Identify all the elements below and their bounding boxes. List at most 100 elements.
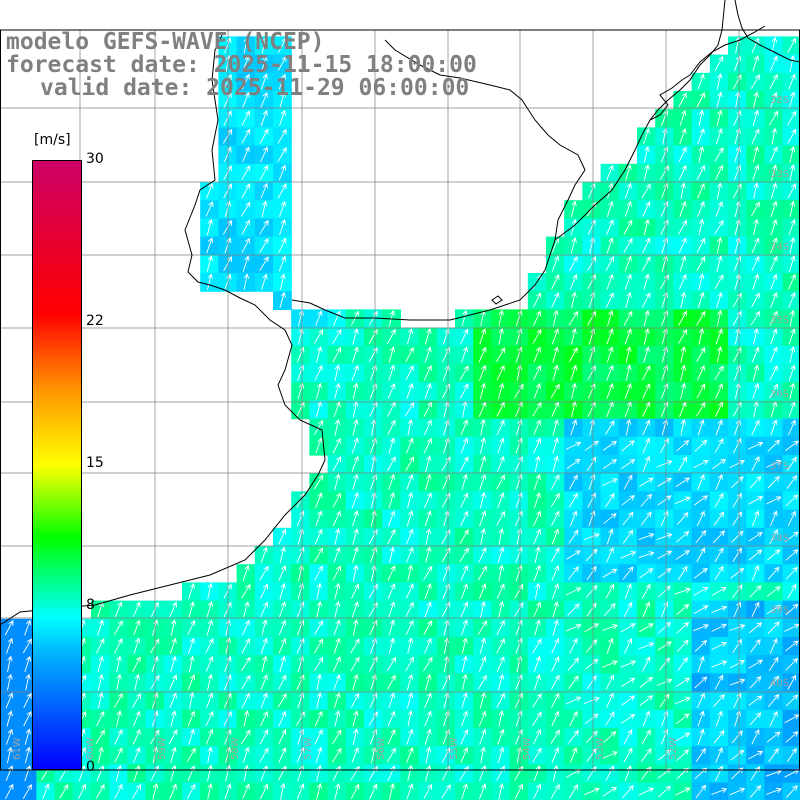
wind-arrow <box>460 710 469 727</box>
wind-arrow <box>789 200 796 218</box>
wind-arrow <box>332 565 341 581</box>
wind-arrow <box>22 638 32 654</box>
wind-arrow <box>607 309 614 327</box>
wind-arrow <box>568 529 579 544</box>
wind-arrow <box>570 236 577 254</box>
wind-arrow <box>223 165 232 181</box>
wind-arrow <box>550 674 560 690</box>
wind-arrow <box>260 710 269 727</box>
wind-arrow <box>496 638 505 654</box>
wind-arrow <box>497 746 505 764</box>
wind-arrow <box>567 657 579 671</box>
wind-arrow <box>388 510 396 527</box>
wind-arrow <box>713 511 725 526</box>
wind-arrow <box>497 673 505 691</box>
wind-arrow <box>260 674 268 691</box>
wind-arrow <box>622 784 634 798</box>
wind-arrow <box>641 729 651 745</box>
wind-arrow <box>532 401 542 417</box>
wind-arrow <box>642 437 651 454</box>
wind-arrow <box>388 346 396 363</box>
wind-arrow <box>278 164 287 181</box>
wind-arrow <box>479 692 486 709</box>
wind-arrow <box>405 365 414 381</box>
wind-arrow <box>352 328 359 345</box>
wind-arrow <box>622 566 634 580</box>
wind-arrow <box>497 546 505 563</box>
wind-arrow <box>314 547 324 563</box>
wind-arrow <box>207 746 213 764</box>
island <box>491 295 503 305</box>
wind-arrow <box>423 656 433 672</box>
wind-arrow <box>551 510 560 527</box>
wind-arrow <box>532 328 542 344</box>
wind-arrow <box>620 713 636 724</box>
wind-arrow <box>223 256 232 272</box>
wind-arrow <box>713 693 725 707</box>
wind-arrow <box>350 783 360 799</box>
wind-arrow <box>623 601 633 618</box>
wind-arrow <box>423 365 432 381</box>
wind-arrow <box>752 109 760 127</box>
wind-arrow <box>606 328 614 345</box>
wind-arrow <box>97 619 104 636</box>
wind-arrow <box>461 692 468 709</box>
wind-arrow <box>570 419 578 436</box>
wind-arrow <box>642 237 651 254</box>
wind-arrow <box>406 728 414 745</box>
wind-arrow <box>753 327 759 345</box>
wind-arrow <box>550 547 560 563</box>
latitude-label: 35S <box>770 315 789 326</box>
wind-arrow <box>603 513 617 525</box>
longitude-label: 58W <box>230 737 241 760</box>
wind-arrow <box>461 637 468 655</box>
wind-arrow <box>406 382 414 399</box>
wind-arrow <box>387 528 396 545</box>
wind-arrow <box>621 440 635 452</box>
wind-arrow <box>352 728 359 745</box>
wind-arrow <box>696 365 705 381</box>
wind-arrow <box>551 583 560 600</box>
wind-arrow <box>387 565 396 581</box>
wind-arrow <box>567 730 579 744</box>
wind-arrow <box>606 273 614 290</box>
wind-arrow <box>95 729 105 745</box>
wind-arrow <box>711 605 728 614</box>
wind-arrow <box>678 310 687 326</box>
wind-arrow <box>787 128 797 144</box>
wind-arrow <box>675 713 690 725</box>
wind-arrow <box>134 673 141 691</box>
wind-arrow <box>114 729 123 745</box>
wind-arrow <box>96 638 105 654</box>
wind-arrow <box>222 219 233 235</box>
wind-arrow <box>716 91 723 108</box>
title-model: modelo GEFS-WAVE (NCEP) <box>6 29 325 55</box>
longitude-label: 60W <box>85 737 96 760</box>
wind-arrow <box>460 419 469 436</box>
wind-arrow <box>278 601 287 618</box>
wind-arrow <box>602 660 618 668</box>
wind-arrow <box>532 292 542 308</box>
wind-arrow <box>133 619 141 636</box>
wind-arrow <box>751 37 760 53</box>
wind-arrow <box>789 309 796 327</box>
wind-arrow <box>750 201 760 217</box>
wind-arrow <box>242 146 250 163</box>
wind-arrow <box>278 200 287 217</box>
wind-arrow <box>732 73 742 90</box>
wind-arrow <box>206 601 214 618</box>
wind-arrow <box>551 528 560 545</box>
wind-arrow <box>659 274 669 290</box>
wind-arrow <box>674 496 691 505</box>
wind-arrow <box>732 511 743 526</box>
wind-arrow <box>569 638 578 654</box>
wind-arrow <box>787 183 796 199</box>
wind-arrow <box>478 547 487 563</box>
wind-arrow <box>642 710 651 727</box>
wind-arrow <box>406 692 414 709</box>
wind-arrow <box>714 492 724 508</box>
wind-arrow <box>277 693 287 708</box>
wind-arrow <box>643 327 650 345</box>
wind-arrow <box>714 147 724 162</box>
wind-arrow <box>205 182 214 199</box>
